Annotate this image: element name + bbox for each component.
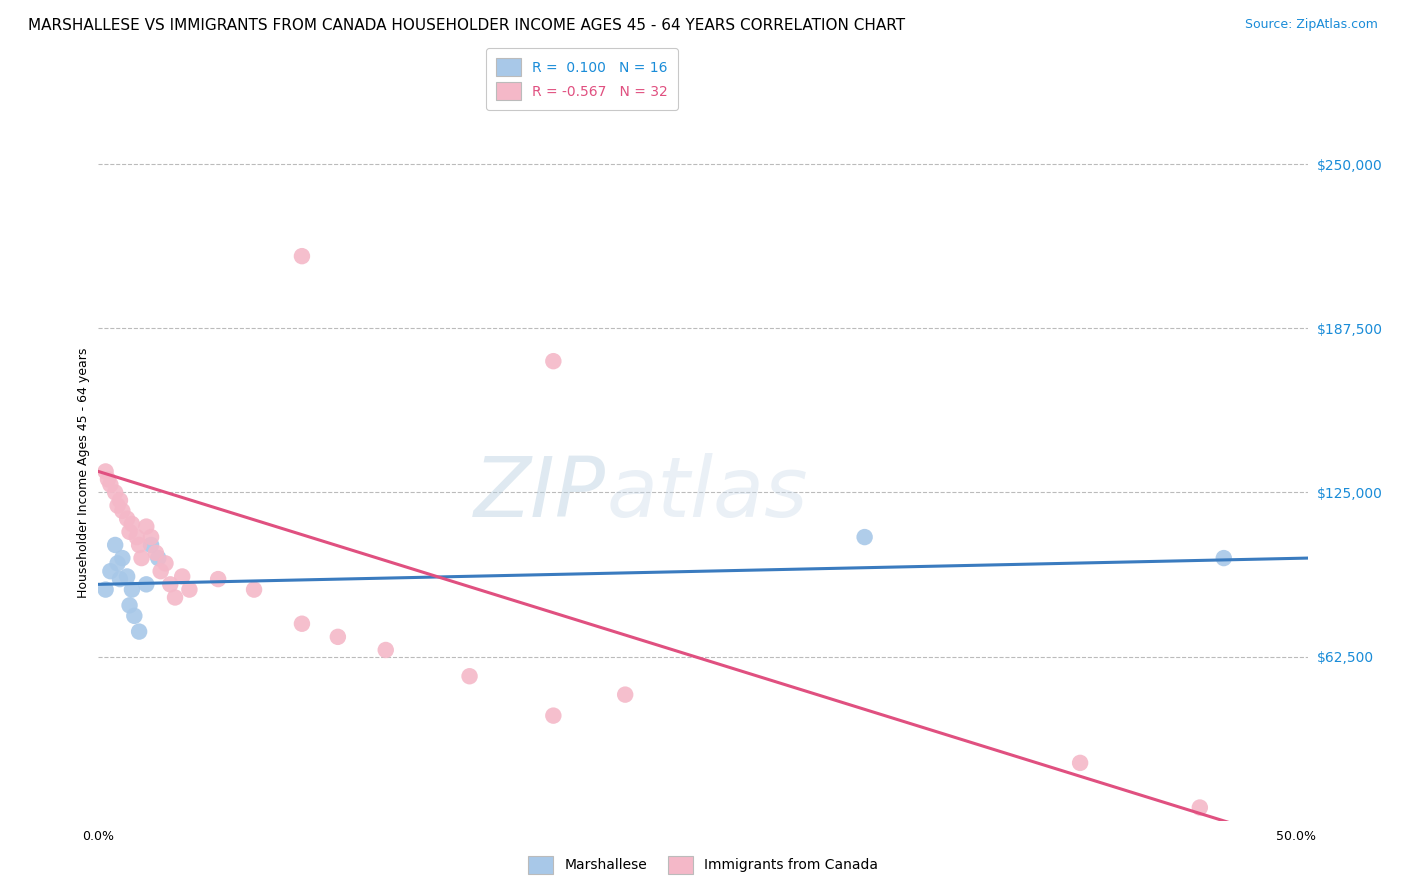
Point (121, 516, 143, 531)
Point (128, 624, 150, 639)
Text: MARSHALLESE VS IMMIGRANTS FROM CANADA HOUSEHOLDER INCOME AGES 45 - 64 YEARS CORR: MARSHALLESE VS IMMIGRANTS FROM CANADA HO… (28, 18, 905, 33)
Point (108, 572, 131, 586)
Point (291, 616, 314, 631)
Point (139, 530, 162, 544)
Point (149, 564, 172, 578)
Point (104, 485, 127, 500)
Point (118, 599, 141, 613)
Point (124, 608, 146, 623)
Point (121, 582, 143, 597)
Point (326, 630, 349, 644)
Point (148, 551, 170, 566)
Point (118, 524, 141, 539)
Point (100, 477, 122, 491)
Point (853, 530, 876, 544)
Point (97, 472, 120, 486)
Point (159, 577, 181, 591)
Point (1188, 800, 1211, 814)
Point (125, 530, 148, 544)
Point (135, 577, 157, 591)
Point (107, 557, 129, 571)
Point (131, 551, 153, 566)
Point (1069, 756, 1091, 770)
Point (207, 572, 229, 586)
Point (291, 249, 314, 263)
Point (94, 465, 117, 479)
Point (108, 493, 131, 508)
Point (94, 582, 117, 597)
Point (172, 569, 194, 583)
Point (374, 643, 396, 657)
Point (243, 582, 266, 597)
Y-axis label: Householder Income Ages 45 - 64 years: Householder Income Ages 45 - 64 years (77, 348, 90, 598)
Point (163, 591, 186, 605)
Point (115, 569, 138, 583)
Point (135, 519, 157, 533)
Text: atlas: atlas (606, 453, 808, 534)
Point (1212, 551, 1234, 566)
Point (128, 538, 150, 552)
Point (100, 564, 122, 578)
Text: ZIP: ZIP (474, 453, 606, 534)
Point (179, 582, 201, 597)
Point (104, 538, 127, 552)
Point (458, 669, 481, 683)
Point (145, 546, 167, 560)
Point (139, 538, 162, 552)
Text: Source: ZipAtlas.com: Source: ZipAtlas.com (1244, 18, 1378, 31)
Point (543, 354, 565, 368)
Point (111, 551, 134, 566)
Point (111, 504, 134, 518)
Point (155, 557, 177, 571)
Point (107, 499, 129, 513)
Point (543, 708, 565, 723)
Point (115, 512, 138, 526)
Point (614, 688, 637, 702)
Legend: Marshallese, Immigrants from Canada: Marshallese, Immigrants from Canada (519, 846, 887, 883)
